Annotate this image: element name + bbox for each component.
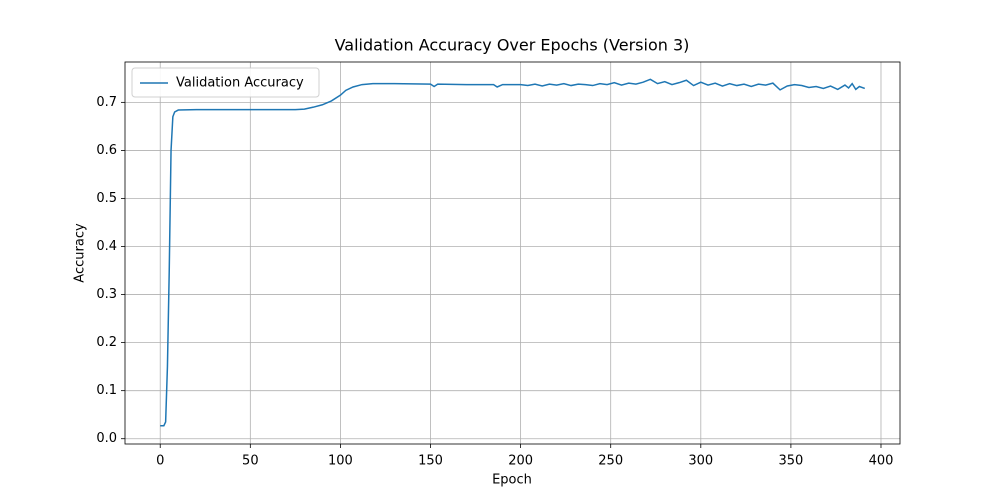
y-tick-label: 0.5 <box>96 191 117 206</box>
chart-title: Validation Accuracy Over Epochs (Version… <box>335 36 690 55</box>
y-tick-label: 0.7 <box>96 95 117 110</box>
y-tick-label: 0.1 <box>96 383 117 398</box>
x-tick-label: 350 <box>778 454 803 469</box>
y-tick-label: 0.2 <box>96 335 117 350</box>
plot-frame <box>124 61 901 445</box>
y-tick-label: 0.4 <box>96 239 117 254</box>
x-tick-label: 100 <box>328 454 353 469</box>
x-tick-label: 400 <box>869 454 894 469</box>
x-tick-label: 0 <box>156 454 164 469</box>
y-tick-label: 0.3 <box>96 287 117 302</box>
x-tick-label: 50 <box>242 454 259 469</box>
x-tick-label: 300 <box>688 454 713 469</box>
y-tick-label: 0.0 <box>96 431 117 446</box>
x-axis-label: Epoch <box>492 473 532 488</box>
x-tick-label: 200 <box>508 454 533 469</box>
x-tick-label: 250 <box>598 454 623 469</box>
legend-label: Validation Accuracy <box>176 76 304 91</box>
line <box>160 78 866 427</box>
y-axis-label: Accuracy <box>73 223 88 283</box>
x-tick-label: 150 <box>418 454 443 469</box>
y-tick-label: 0.6 <box>96 143 117 158</box>
legend-box <box>131 67 320 98</box>
